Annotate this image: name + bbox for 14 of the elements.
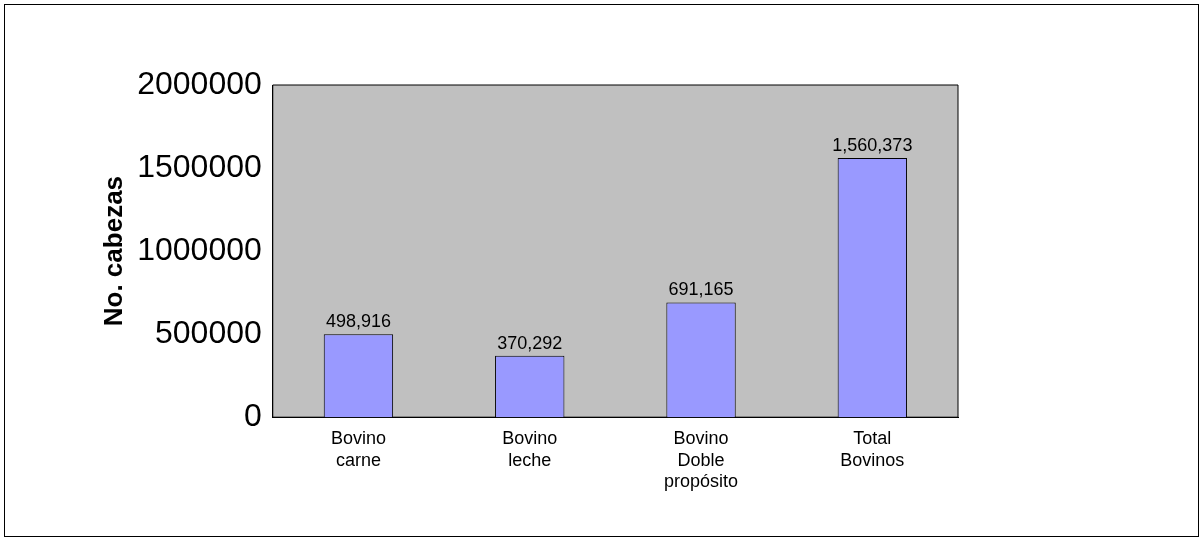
data-label: 498,916 — [325, 311, 391, 332]
x-tick-label: Bovino carne — [330, 427, 386, 470]
y-tick-label: 1000000 — [137, 230, 262, 267]
x-tick-label: Total Bovinos — [840, 427, 905, 470]
y-tick-label: 500000 — [155, 313, 262, 350]
data-label: 691,165 — [668, 279, 734, 300]
x-tick-label: Bovino leche — [502, 427, 558, 470]
y-axis-title: No. cabezas — [97, 175, 128, 327]
y-tick-label: 0 — [243, 397, 262, 434]
y-tick-label: 1500000 — [137, 147, 262, 184]
data-label: 1,560,373 — [832, 134, 913, 155]
y-tick-label: 2000000 — [137, 64, 262, 101]
data-label: 370,292 — [497, 332, 563, 353]
x-tick-label: Bovino Doble propósito — [664, 427, 739, 492]
